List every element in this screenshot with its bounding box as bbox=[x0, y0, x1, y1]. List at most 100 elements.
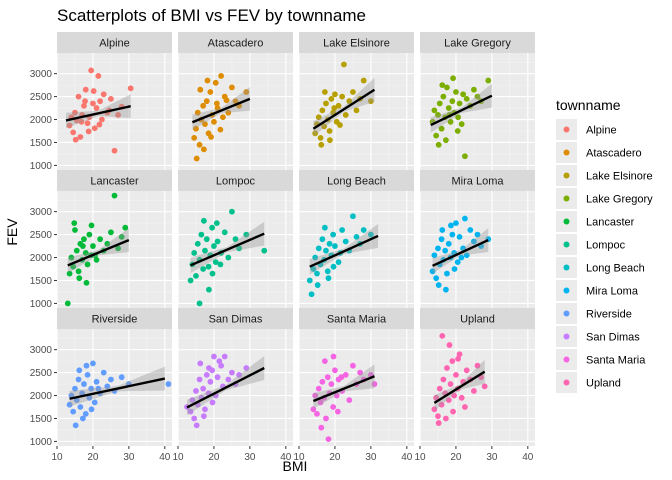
data-point bbox=[79, 243, 86, 249]
data-point bbox=[90, 243, 96, 249]
data-point bbox=[350, 89, 356, 95]
data-point bbox=[435, 112, 441, 118]
data-point bbox=[330, 263, 337, 270]
data-point bbox=[196, 300, 203, 307]
data-point bbox=[206, 365, 212, 371]
fit-line bbox=[65, 105, 131, 122]
data-point bbox=[435, 420, 442, 426]
data-point bbox=[214, 238, 221, 245]
data-point bbox=[72, 227, 78, 233]
facet-mira-loma: Mira Loma bbox=[419, 170, 535, 308]
data-point bbox=[203, 236, 210, 243]
data-point bbox=[326, 128, 333, 134]
data-point bbox=[435, 141, 442, 148]
legend-key bbox=[563, 356, 570, 363]
legend-entry-mira-loma: Mira Loma bbox=[556, 280, 639, 301]
data-point bbox=[433, 275, 440, 282]
data-point bbox=[435, 245, 441, 252]
data-point bbox=[90, 88, 97, 94]
fit-line bbox=[191, 97, 251, 124]
data-point bbox=[221, 229, 228, 236]
data-point bbox=[450, 408, 456, 415]
data-point bbox=[334, 408, 341, 415]
y-tick-label: 2500 bbox=[30, 368, 53, 379]
legend-label: Alpine bbox=[586, 125, 617, 137]
data-point bbox=[225, 254, 232, 261]
legend-label: Lompoc bbox=[586, 240, 626, 252]
legend-label: Santa Maria bbox=[586, 355, 646, 367]
data-point bbox=[367, 98, 374, 105]
data-point bbox=[435, 282, 442, 288]
y-tick-label: 2500 bbox=[30, 92, 53, 103]
legend-entry-atascadero: Atascadero bbox=[556, 142, 642, 163]
legend-label: Long Beach bbox=[586, 263, 645, 275]
data-point bbox=[208, 134, 214, 140]
data-point bbox=[467, 227, 474, 233]
x-tick-label: 30 bbox=[244, 452, 256, 463]
data-point bbox=[212, 79, 219, 86]
legend-key bbox=[563, 218, 570, 225]
data-point bbox=[462, 215, 468, 222]
data-point bbox=[353, 233, 360, 240]
data-point bbox=[76, 275, 83, 282]
data-point bbox=[471, 388, 477, 394]
facet-panels: Alpine 1000 1500 2000 2500 3000 Atascadero Lake… bbox=[30, 32, 535, 463]
data-point bbox=[84, 120, 91, 127]
legend-entry-lancaster: Lancaster bbox=[556, 211, 635, 232]
legend-entry-lake-elsinore: Lake Elsinore bbox=[556, 165, 653, 186]
data-point bbox=[229, 208, 235, 215]
facet-strip-label: San Dimas bbox=[209, 314, 263, 326]
data-point bbox=[450, 75, 456, 82]
data-point bbox=[474, 231, 481, 238]
legend-entries: Alpine Atascadero Lake Elsinore Lake Gregor… bbox=[556, 119, 653, 393]
data-point bbox=[205, 263, 212, 270]
data-point bbox=[217, 261, 224, 268]
facet-strip-label: Lake Gregory bbox=[444, 38, 511, 50]
data-point bbox=[212, 259, 219, 266]
data-point bbox=[325, 436, 332, 443]
facet-strip-label: Lompoc bbox=[216, 176, 256, 188]
data-point bbox=[315, 114, 322, 121]
data-point bbox=[96, 121, 103, 128]
data-point bbox=[330, 404, 337, 410]
data-point bbox=[72, 136, 79, 143]
data-point bbox=[332, 243, 338, 249]
data-point bbox=[72, 422, 79, 429]
y-tick-label: 1000 bbox=[30, 161, 53, 172]
fit-line bbox=[67, 238, 130, 267]
data-point bbox=[214, 105, 221, 111]
data-point bbox=[100, 369, 107, 376]
data-point bbox=[79, 415, 86, 422]
data-point bbox=[318, 424, 325, 431]
data-point bbox=[314, 410, 320, 417]
fit-line bbox=[186, 366, 265, 409]
data-point bbox=[451, 266, 458, 272]
legend-label: Mira Loma bbox=[586, 286, 639, 298]
data-point bbox=[202, 406, 208, 413]
data-point bbox=[371, 381, 378, 387]
data-point bbox=[433, 132, 440, 139]
fit-line bbox=[312, 375, 375, 403]
legend-key bbox=[563, 264, 570, 271]
data-point bbox=[75, 376, 82, 383]
data-point bbox=[453, 371, 459, 378]
data-point bbox=[214, 374, 221, 381]
data-point bbox=[81, 381, 87, 387]
y-tick-label: 1500 bbox=[30, 138, 53, 149]
data-point bbox=[189, 397, 196, 404]
data-point bbox=[451, 392, 458, 399]
data-point bbox=[243, 231, 250, 238]
data-point bbox=[91, 399, 98, 406]
data-point bbox=[229, 84, 235, 91]
fit-line bbox=[430, 94, 493, 127]
data-point bbox=[330, 353, 337, 360]
chart-title: Scatterplots of BMI vs FEV by townname bbox=[57, 6, 366, 25]
data-point bbox=[82, 250, 89, 256]
data-point bbox=[90, 360, 96, 367]
data-point bbox=[93, 378, 100, 385]
legend-label: Lake Elsinore bbox=[586, 171, 653, 183]
data-point bbox=[342, 238, 349, 245]
data-point bbox=[193, 422, 200, 429]
y-tick-label: 2000 bbox=[30, 115, 53, 126]
data-point bbox=[310, 266, 317, 272]
